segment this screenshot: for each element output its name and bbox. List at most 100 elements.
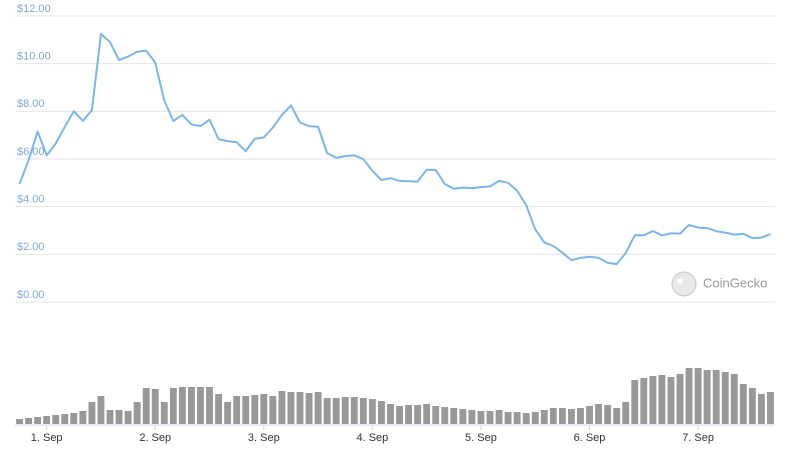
volume-bar [52, 415, 60, 424]
volume-bar [757, 394, 765, 424]
x-tick-label: 2. Sep [139, 432, 171, 444]
volume-bar [712, 370, 720, 424]
volume-bar [721, 372, 729, 424]
volume-bar [468, 410, 476, 424]
volume-bar [25, 418, 33, 424]
volume-bar [748, 388, 756, 424]
volume-bar [613, 408, 621, 424]
volume-bar [269, 396, 277, 424]
volume-bar [332, 398, 340, 424]
volume-bar [432, 406, 440, 424]
volume-bar [450, 408, 458, 424]
volume-bar [314, 392, 322, 424]
volume-bar [160, 402, 168, 424]
volume-bar [513, 412, 521, 424]
volume-bar [577, 408, 584, 424]
volume-bar [396, 406, 403, 424]
volume-bar [739, 384, 747, 424]
volume-bar [206, 387, 213, 424]
volume-bar [658, 375, 666, 424]
volume-bar [251, 395, 259, 424]
volume-bar [595, 404, 603, 424]
volume-bar [124, 411, 132, 424]
volume-bar [649, 376, 657, 424]
x-tick-label: 5. Sep [465, 432, 497, 444]
volume-bar [341, 397, 349, 424]
x-tick-label: 4. Sep [356, 432, 388, 444]
volume-bar [79, 411, 87, 424]
volume-bar [350, 397, 358, 424]
volume-bar [215, 394, 223, 424]
price-panel: $0.00$2.00$4.00$6.00$8.00$10.00$12.00 [15, 3, 775, 303]
volume-bar [377, 401, 385, 424]
volume-bar [133, 402, 141, 424]
y-tick-label: $10.00 [17, 51, 51, 63]
volume-bar [767, 392, 774, 424]
volume-bar [260, 394, 268, 424]
volume-bar [16, 419, 23, 424]
volume-bar [242, 396, 250, 424]
volume-bar [359, 398, 367, 424]
volume-bar [405, 405, 413, 424]
x-tick-label: 7. Sep [682, 432, 714, 444]
volume-bar [169, 388, 177, 424]
volume-bar [495, 410, 503, 424]
volume-bar [459, 409, 467, 424]
volume-bar [414, 405, 422, 424]
volume-bar [730, 374, 738, 424]
volume-bar [549, 408, 557, 424]
volume-bar [278, 391, 286, 424]
volume-bar [97, 396, 105, 424]
y-tick-label: $12.00 [17, 3, 51, 15]
watermark-logo-eye [677, 278, 683, 284]
volume-bar [531, 412, 539, 424]
volume-bar [34, 417, 42, 424]
volume-bar [567, 409, 575, 424]
volume-bar [703, 370, 711, 424]
volume-bar [667, 377, 675, 424]
volume-bar [486, 411, 494, 424]
volume-bar [423, 404, 431, 424]
volume-bar [287, 392, 295, 424]
volume-bar [178, 387, 186, 424]
volume-bar [224, 402, 232, 424]
volume-bar [685, 368, 693, 424]
volume-bar [586, 406, 593, 424]
y-tick-label: $4.00 [17, 194, 45, 206]
volume-bar [187, 387, 195, 424]
volume-bar [296, 392, 304, 424]
volume-bar [504, 412, 512, 424]
volume-bar [61, 414, 69, 424]
volume-bar [197, 387, 204, 424]
volume-bar [151, 389, 159, 424]
volume-bar [631, 380, 639, 424]
price-line [18, 32, 771, 266]
watermark-text: CoinGecko [703, 275, 767, 290]
volume-bar [305, 393, 313, 424]
volume-bar [622, 402, 630, 424]
volume-bar [540, 410, 548, 424]
watermark-logo [671, 271, 697, 297]
volume-bar [477, 411, 485, 424]
watermark: CoinGecko [671, 271, 767, 297]
volume-bar [522, 413, 530, 424]
volume-bar [323, 398, 331, 424]
volume-bar [387, 404, 394, 424]
y-tick-label: $2.00 [17, 241, 45, 253]
volume-bar [43, 416, 51, 424]
volume-bar [694, 368, 702, 424]
y-tick-label: $8.00 [17, 98, 45, 110]
y-tick-label: $0.00 [17, 289, 45, 301]
volume-bar [106, 410, 114, 424]
volume-bar [558, 408, 566, 424]
volume-bar [368, 399, 376, 424]
volume-bar [676, 374, 684, 424]
volume-bar [441, 407, 449, 424]
volume-bar [604, 405, 612, 424]
volume-bar [142, 388, 150, 424]
x-tick-label: 3. Sep [248, 432, 280, 444]
volume-bar [70, 413, 78, 424]
volume-bar [115, 410, 123, 424]
volume-bar [640, 378, 648, 424]
